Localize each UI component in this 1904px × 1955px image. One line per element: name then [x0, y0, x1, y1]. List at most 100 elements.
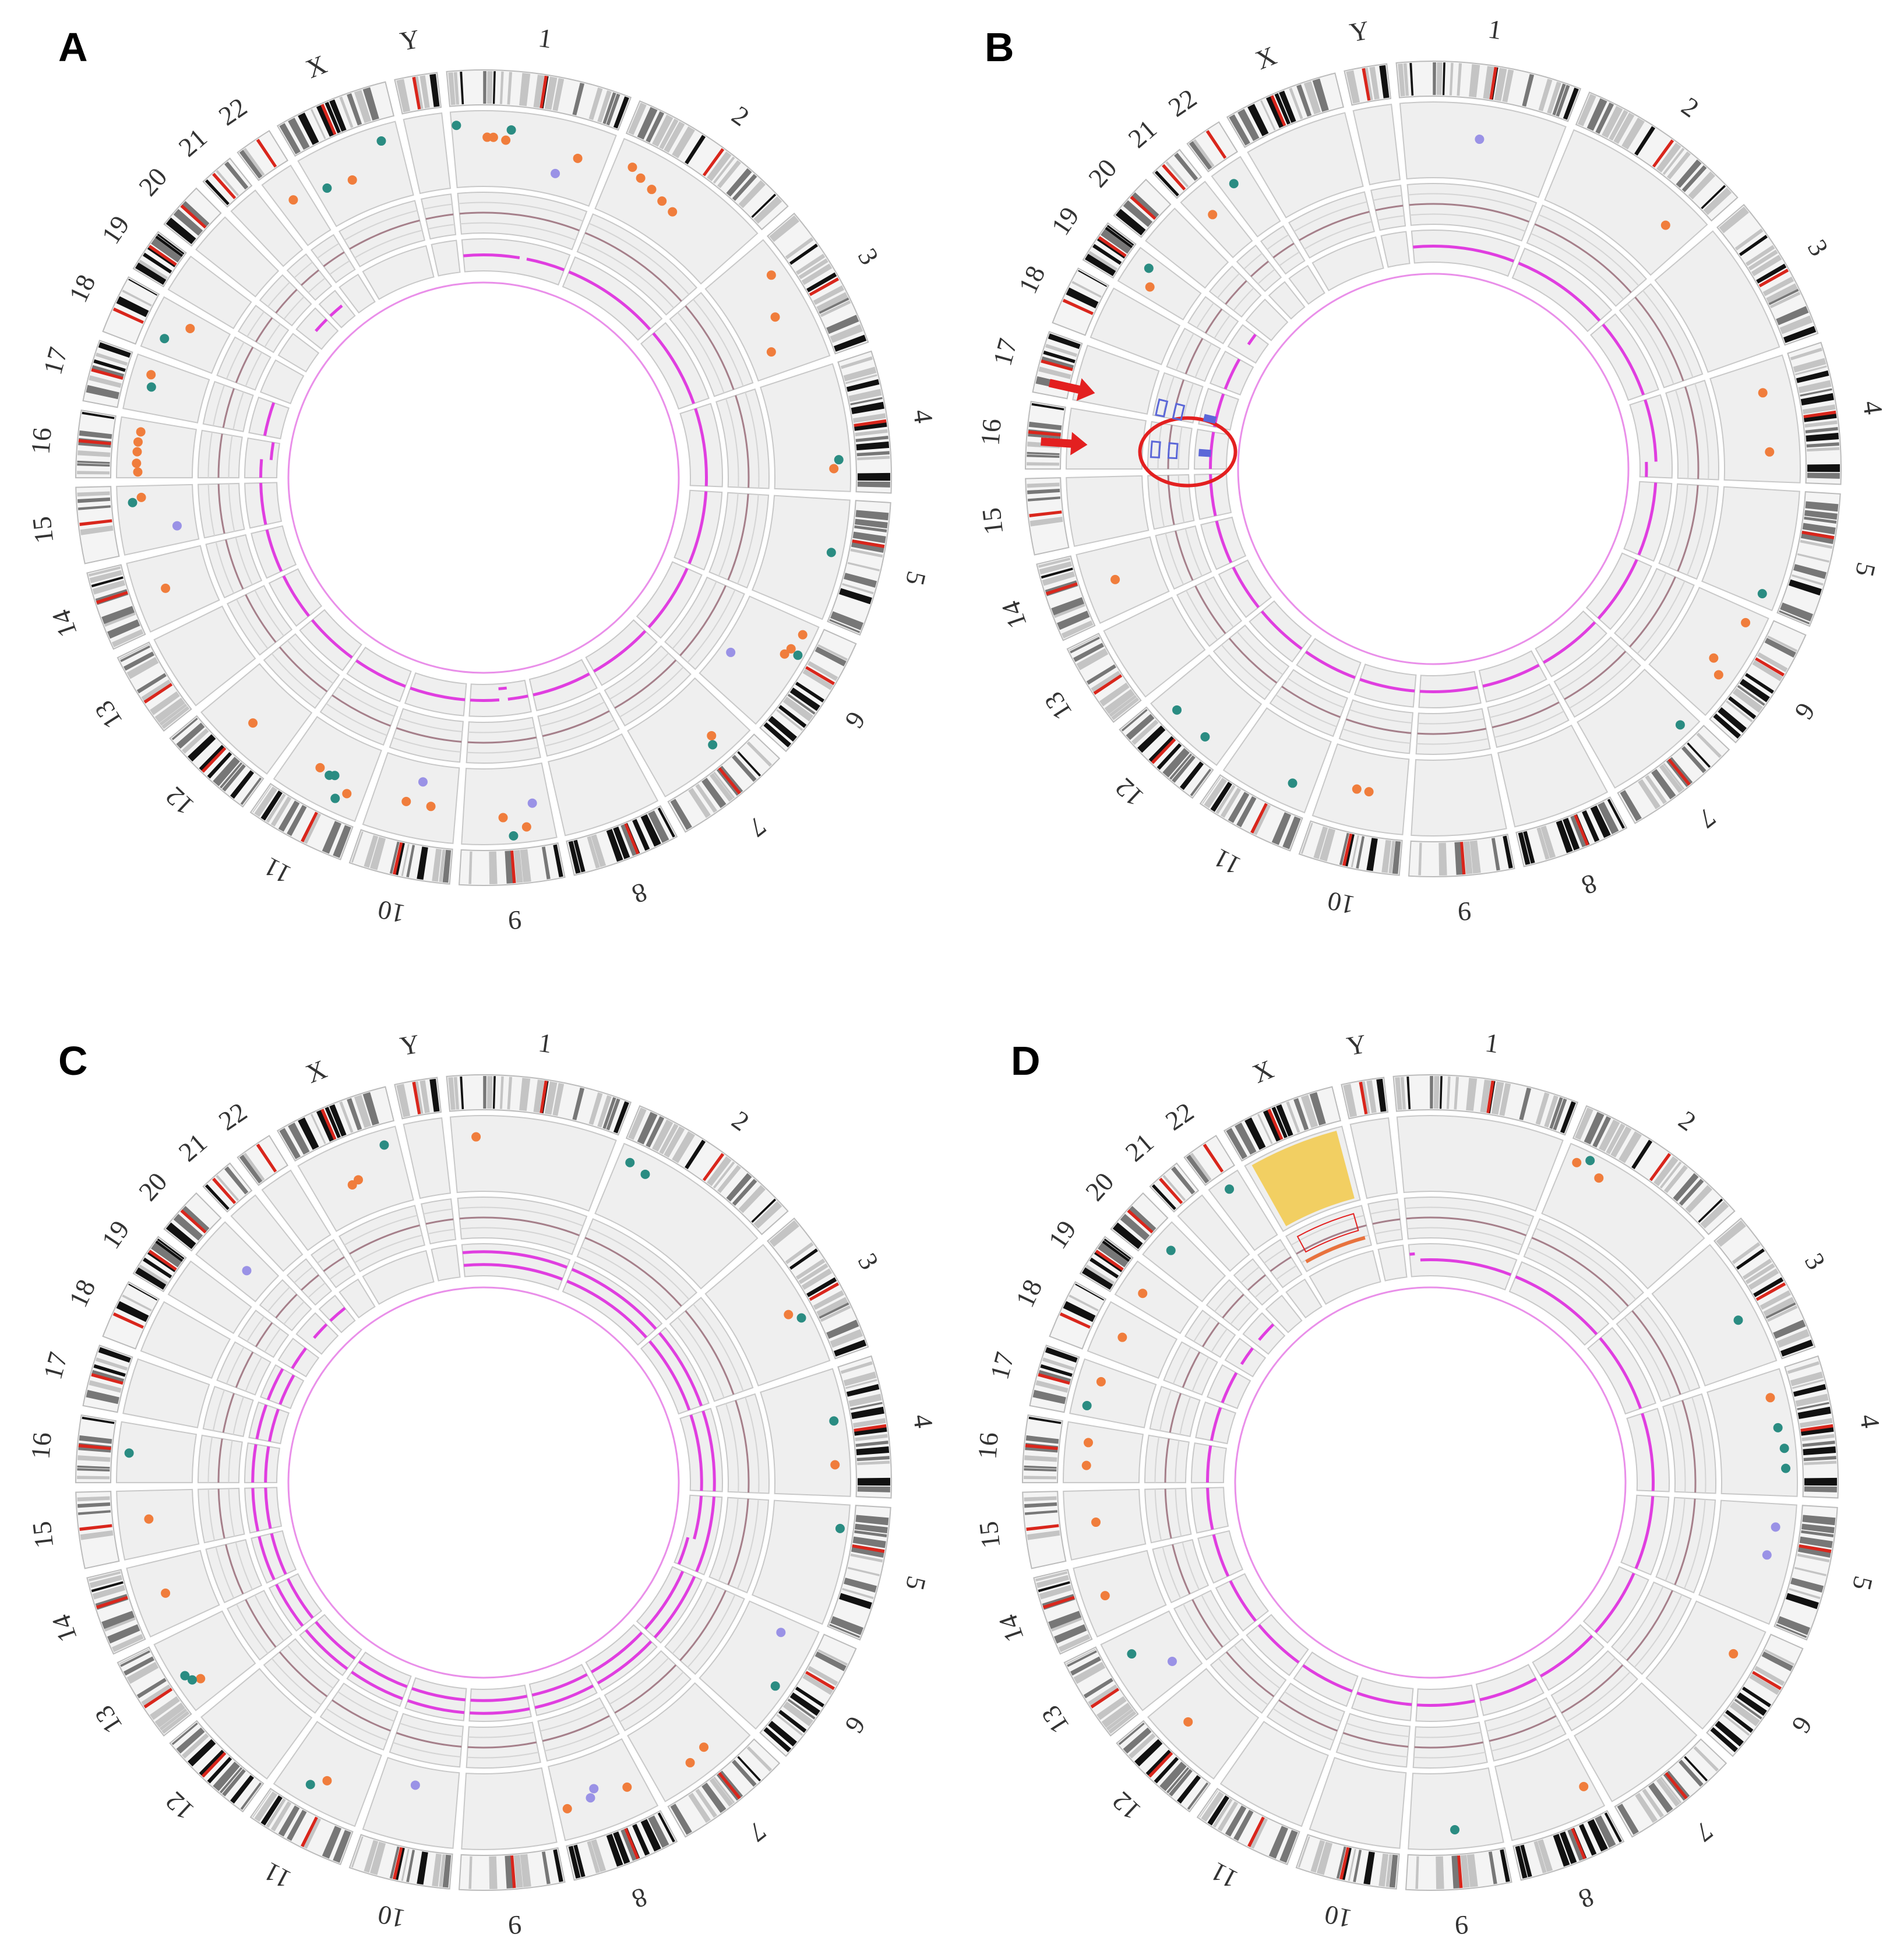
centromere-band: [809, 277, 840, 297]
ideogram-band: [176, 1727, 205, 1754]
ideogram-band: [801, 263, 833, 285]
chromosome-4: 4: [1629, 341, 1888, 485]
ideogram-band: [1073, 1661, 1106, 1684]
ideogram-band: [1045, 1347, 1078, 1363]
ideogram-band: [1070, 1656, 1101, 1676]
ideogram-band: [1339, 832, 1349, 866]
baseline-line: [255, 317, 273, 343]
cnv-segment: [658, 1332, 703, 1407]
ideogram-band: [857, 1486, 890, 1492]
scatter-track: [1100, 1610, 1203, 1711]
ideogram-band: [533, 1079, 545, 1113]
ideogram-band: [646, 1116, 665, 1148]
ideogram-band: [240, 777, 262, 805]
baseline-line: [1534, 223, 1632, 294]
baseline-line: [1631, 1310, 1681, 1395]
ideogram-band: [1145, 1749, 1173, 1777]
centromere-band: [301, 811, 318, 842]
ideogram-band: [732, 1759, 757, 1787]
scatter-track: [273, 1720, 382, 1827]
scatter-track: [1399, 101, 1567, 199]
scatter-track: [200, 663, 313, 775]
cnv-track: [562, 1261, 663, 1346]
centromere-band: [1162, 164, 1186, 190]
track-gridline: [1276, 1265, 1297, 1280]
variant-dot: [498, 813, 508, 823]
track-gridline: [283, 296, 305, 320]
ideogram-band: [333, 825, 351, 858]
ideogram-band: [732, 174, 757, 201]
baseline-line: [584, 232, 682, 302]
chromosome-13: 13: [1038, 559, 1272, 725]
ideogram-band: [1180, 761, 1204, 791]
chromosome-label-15: 15: [26, 515, 59, 545]
track-gridline: [271, 1658, 322, 1706]
cnv-segment: [498, 686, 507, 690]
centromere-band: [852, 1544, 885, 1553]
scatter-track: [461, 762, 558, 845]
baseline-track: [1655, 1497, 1716, 1594]
ideogram-band: [266, 1798, 286, 1828]
baseline-track: [1523, 1218, 1645, 1321]
scatter-track: [153, 605, 256, 707]
track-gridline: [1415, 1731, 1482, 1738]
baseline-line: [1164, 1438, 1170, 1483]
ideogram-band: [1797, 1402, 1829, 1410]
ideogram-band: [89, 1380, 122, 1393]
baseline-track: [389, 708, 464, 763]
baseline-line: [1202, 1322, 1220, 1347]
ideogram-band: [819, 297, 849, 314]
centromere-band: [78, 439, 111, 446]
ideogram-band: [77, 497, 111, 503]
ideogram-band: [91, 1581, 124, 1593]
cnv-track: [1626, 1407, 1670, 1492]
ideogram-band: [787, 1699, 816, 1720]
chromosome-3: 3: [1589, 204, 1834, 401]
ideogram-band: [401, 844, 410, 877]
track-gridline: [1374, 1229, 1402, 1234]
variant-dot: [647, 185, 657, 195]
ideogram-band: [1083, 1678, 1113, 1699]
ideogram-band: [1220, 788, 1242, 818]
ideogram-band: [1048, 333, 1081, 350]
scatter-track: [1706, 1368, 1798, 1497]
variant-dot: [1083, 1438, 1093, 1448]
ideogram-band: [224, 161, 249, 190]
ideogram-band: [606, 1834, 623, 1867]
track-gridline: [1287, 677, 1344, 708]
ideogram-band: [1027, 482, 1060, 488]
baseline-line: [1194, 585, 1226, 634]
scatter-track: [1066, 475, 1150, 547]
ideogram-band: [851, 1406, 884, 1420]
scatter-track: [1147, 1668, 1260, 1780]
ideogram-band: [1400, 1077, 1406, 1110]
track-gridline: [745, 1397, 760, 1493]
ideogram-band: [1171, 1166, 1196, 1195]
baseline-line: [255, 1322, 273, 1347]
ideogram-band: [572, 82, 585, 116]
ideogram-band: [80, 1530, 114, 1540]
baseline-track: [1412, 1721, 1488, 1769]
ideogram-band: [1169, 753, 1193, 780]
ideogram-band: [785, 237, 814, 260]
ideogram-band: [311, 108, 326, 139]
ideogram-band: [161, 1711, 190, 1734]
cnv-track: [244, 1487, 283, 1534]
ideogram-band: [847, 1566, 880, 1576]
track-gridline: [1162, 1547, 1182, 1598]
centromere-band: [320, 1109, 337, 1140]
ideogram-band: [351, 1836, 364, 1868]
track-gridline: [207, 432, 213, 478]
chromosome-x: X: [276, 49, 435, 301]
variant-dot: [1771, 1522, 1780, 1532]
variant-dot: [161, 1588, 171, 1598]
ideogram-band: [1115, 209, 1146, 236]
scatter-track: [1063, 1488, 1147, 1561]
variant-dot: [452, 121, 461, 130]
inner-circle: [287, 281, 680, 674]
track-gridline: [317, 243, 340, 259]
track-gridline: [1405, 1206, 1531, 1227]
baseline-line: [217, 1488, 225, 1539]
